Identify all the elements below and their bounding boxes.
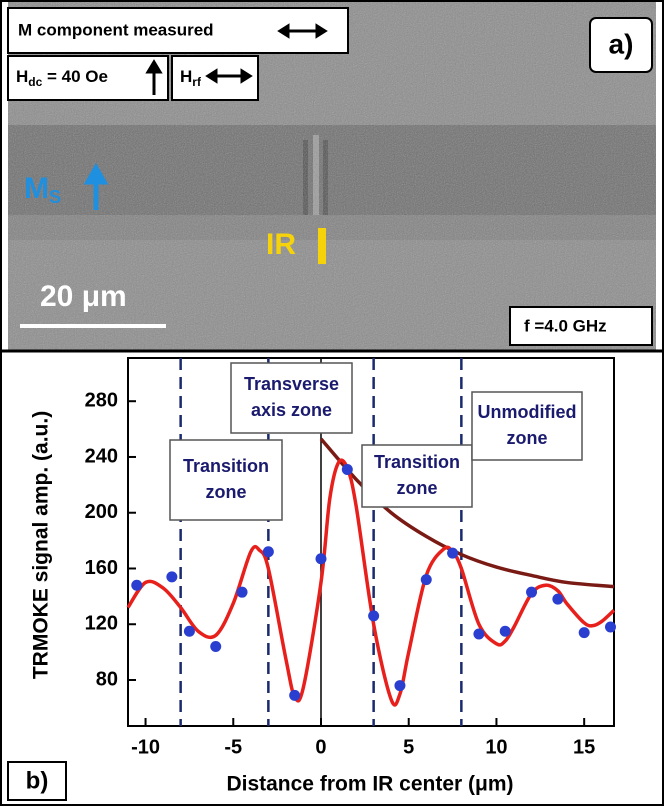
- chart: Distance from IR center (μm) TRMOKE sign…: [7, 357, 615, 801]
- ms-label: MS: [24, 172, 61, 207]
- freq-box: [509, 306, 653, 346]
- data-point: [341, 464, 353, 476]
- data-point: [368, 610, 380, 622]
- data-point: [262, 546, 274, 558]
- annotation: zone: [396, 478, 437, 498]
- y-tick-label: 200: [85, 501, 118, 523]
- annotation-box: [230, 362, 353, 434]
- data-point: [499, 625, 511, 637]
- annotation-box: [361, 444, 473, 508]
- image-panel: M component measured a) Hdc = 40 Oe Hrf …: [0, 2, 664, 353]
- annotation-box: [169, 439, 283, 521]
- frequency: f =4.0 GHz: [524, 316, 607, 335]
- annotation-box: [471, 391, 583, 461]
- y-tick-label: 280: [85, 389, 118, 411]
- data-point: [552, 593, 564, 605]
- hrf-label: Hrf: [180, 67, 202, 89]
- data-point: [315, 553, 327, 565]
- arrow: [277, 23, 328, 39]
- x-axis-label: Distance from IR center (μm): [226, 773, 513, 796]
- annotation: axis zone: [251, 400, 332, 420]
- y-tick-label: 120: [85, 613, 118, 635]
- x-tick-label: -10: [131, 736, 160, 758]
- scale-label: 20 μm: [40, 280, 127, 313]
- data-point: [526, 586, 538, 598]
- arrow: [205, 68, 253, 84]
- label-box: [589, 17, 653, 73]
- data-point: [131, 579, 143, 591]
- annotation: zone: [506, 428, 547, 448]
- x-tick-label: 10: [485, 736, 507, 758]
- data-point: [236, 586, 248, 598]
- header: M component measured: [18, 20, 214, 39]
- y-tick-label: 160: [85, 557, 118, 579]
- panel-label: b): [26, 767, 49, 794]
- y-tick-label: 240: [85, 445, 118, 467]
- ms-arrow: [83, 162, 109, 210]
- x-tick-label: 0: [315, 736, 326, 758]
- arrow: [145, 59, 163, 95]
- ir-label: IR: [266, 228, 296, 261]
- data-point: [578, 627, 590, 639]
- plot-frame: [127, 357, 615, 727]
- data-point: [473, 628, 485, 640]
- y-tick-label: 80: [96, 668, 118, 690]
- annotation: Transition: [374, 452, 460, 472]
- label-box: [7, 761, 67, 801]
- y-axis-label: TRMOKE signal amp. (a.u.): [30, 411, 53, 679]
- x-tick-label: 5: [403, 736, 414, 758]
- hdc-label: Hdc = 40 Oe: [16, 67, 108, 89]
- data-point: [183, 625, 195, 637]
- hdc-box: [7, 55, 169, 101]
- annotation: Unmodified: [478, 402, 577, 422]
- panel-label: a): [609, 28, 634, 59]
- ir-marker: [318, 228, 326, 264]
- data-point: [289, 689, 301, 701]
- data-point: [166, 571, 178, 583]
- fit-curve: [126, 458, 616, 707]
- data-point: [447, 547, 459, 559]
- x-tick-label: -5: [224, 736, 242, 758]
- data-point: [604, 621, 616, 633]
- annotation: Transverse: [244, 374, 339, 394]
- data-point: [210, 641, 222, 653]
- x-tick-label: 15: [573, 736, 595, 758]
- data-point: [394, 680, 406, 692]
- annotation: Transition: [183, 456, 269, 476]
- data-point: [420, 574, 432, 586]
- annotation: zone: [205, 482, 246, 502]
